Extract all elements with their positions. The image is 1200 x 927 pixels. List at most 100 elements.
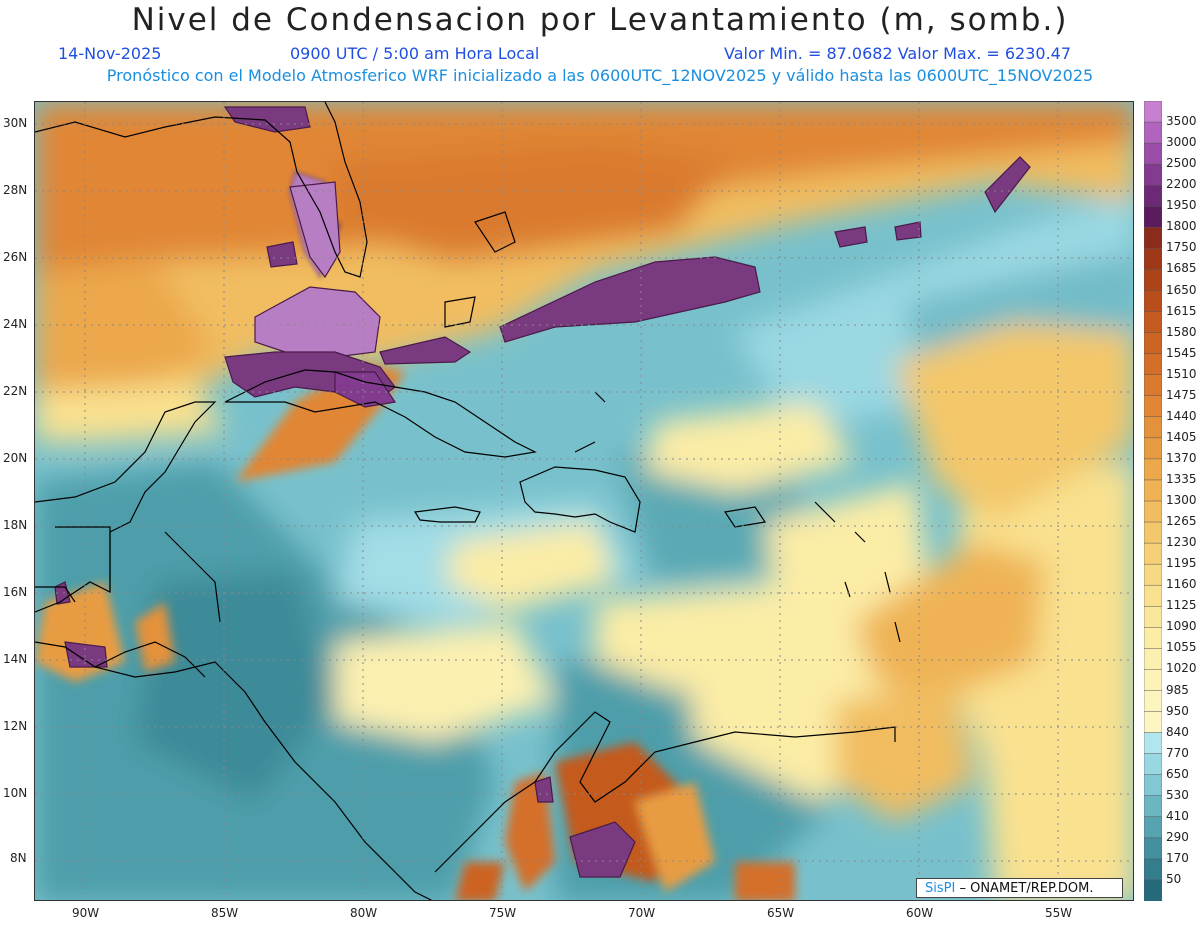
colorbar-label: 1160 [1166,577,1197,592]
brand-logo-text: SisPI [925,881,956,896]
colorbar-swatch [1144,479,1162,502]
colorbar-label: 50 [1166,871,1182,886]
colorbar-swatch [1144,627,1162,650]
colorbar-label: 1195 [1166,556,1197,571]
lon-label: 65W [767,906,795,920]
colorbar-label: 1545 [1166,345,1197,360]
colorbar-swatch [1144,521,1162,544]
colorbar-label: 650 [1166,766,1189,781]
colorbar-label: 3500 [1166,114,1197,129]
lcl-map [35,102,1133,900]
lon-label: 90W [72,906,100,920]
colorbar-swatch [1144,458,1162,481]
colorbar-label: 1230 [1166,535,1197,550]
colorbar-label: 1650 [1166,282,1197,297]
colorbar-swatch [1144,227,1162,250]
colorbar-swatch [1144,879,1162,901]
colorbar-label: 1405 [1166,429,1197,444]
map-panel [34,101,1134,901]
lat-label: 28N [3,183,28,197]
coastlines [35,102,901,900]
lat-label: 22N [3,384,28,398]
colorbar-swatch [1144,753,1162,776]
min-max-values: Valor Min. = 87.0682 Valor Max. = 6230.4… [724,44,1072,63]
credit-separator: – [959,881,971,896]
colorbar-label: 1300 [1166,493,1197,507]
colorbar-label: 1265 [1166,514,1197,529]
colorbar-label: 2500 [1166,156,1197,171]
lat-label: 16N [3,585,28,599]
lon-label: 85W [211,906,239,920]
colorbar-swatch [1144,395,1162,418]
colorbar-swatch [1144,606,1162,629]
colorbar-swatch [1144,732,1162,755]
colorbar-swatch [1144,690,1162,713]
purple-cells [54,106,1031,878]
graticule [35,102,1133,900]
colorbar-swatch [1144,374,1162,397]
colorbar-swatch [1144,163,1162,186]
colorbar-label: 1950 [1166,198,1197,213]
colorbar-swatch [1144,837,1162,860]
colorbar-label: 985 [1166,682,1189,697]
colorbar-swatch [1144,669,1162,692]
colorbar-swatch [1144,437,1162,460]
colorbar-label: 1125 [1166,598,1197,613]
lon-label: 80W [350,906,378,920]
colorbar-label: 1510 [1166,366,1197,381]
colorbar-label: 410 [1166,808,1189,823]
lat-label: 8N [10,851,27,865]
colorbar-swatch [1144,648,1162,671]
colorbar-swatch [1144,248,1162,271]
colorbar-label: 1800 [1166,219,1197,234]
lat-label: 26N [3,250,28,264]
colorbar-label: 1055 [1166,640,1197,655]
colorbar-swatch [1144,101,1162,123]
colorbar-swatch [1144,711,1162,734]
colorbar-label: 2200 [1166,177,1197,192]
colorbar-swatch [1144,774,1162,797]
lat-label: 24N [3,317,28,331]
colorbar-label: 290 [1166,829,1189,844]
colorbar-swatch [1144,795,1162,818]
forecast-info: Pronóstico con el Modelo Atmosferico WRF… [106,66,1094,85]
colorbar-label: 770 [1166,745,1189,760]
lat-label: 12N [3,719,28,733]
colorbar-swatch [1144,290,1162,313]
lon-label: 75W [489,906,517,920]
colorbar-swatch [1144,816,1162,839]
credit-org: ONAMET/REP.DOM. [970,881,1094,896]
lat-label: 20N [3,451,28,465]
lat-label: 18N [3,518,28,532]
colorbar-label: 530 [1166,787,1189,802]
colorbar-swatch [1144,542,1162,565]
colorbar-label: 840 [1166,724,1189,739]
colorbar-label: 3000 [1166,135,1197,150]
lon-label: 55W [1045,906,1073,920]
credit-box: SisPI – ONAMET/REP.DOM. [916,878,1123,898]
colorbar-swatch [1144,184,1162,208]
colorbar-label: 1370 [1166,450,1197,465]
lon-label: 70W [628,906,656,920]
colorbar-swatch [1144,500,1162,523]
colorbar-swatch [1144,584,1162,608]
colorbar-swatch [1144,563,1162,586]
valid-date: 14-Nov-2025 [58,44,162,63]
colorbar-label: 1335 [1166,471,1197,486]
colorbar-swatch [1144,121,1162,144]
lat-label: 10N [3,786,28,800]
colorbar-label: 1750 [1166,240,1197,255]
colorbar-swatch [1144,269,1162,292]
colorbar-label: 1020 [1166,661,1197,676]
lat-label: 30N [3,116,28,130]
colorbar-label: 1615 [1166,303,1197,318]
colorbar-label: 1090 [1166,619,1197,634]
colorbar-label: 950 [1166,703,1189,718]
colorbar-swatch [1144,416,1162,439]
colorbar-label: 1475 [1166,387,1197,402]
colorbar [1144,101,1162,901]
lon-label: 60W [906,906,934,920]
lat-label: 14N [3,652,28,666]
colorbar-swatch [1144,142,1162,165]
colorbar-label: 1685 [1166,261,1197,276]
